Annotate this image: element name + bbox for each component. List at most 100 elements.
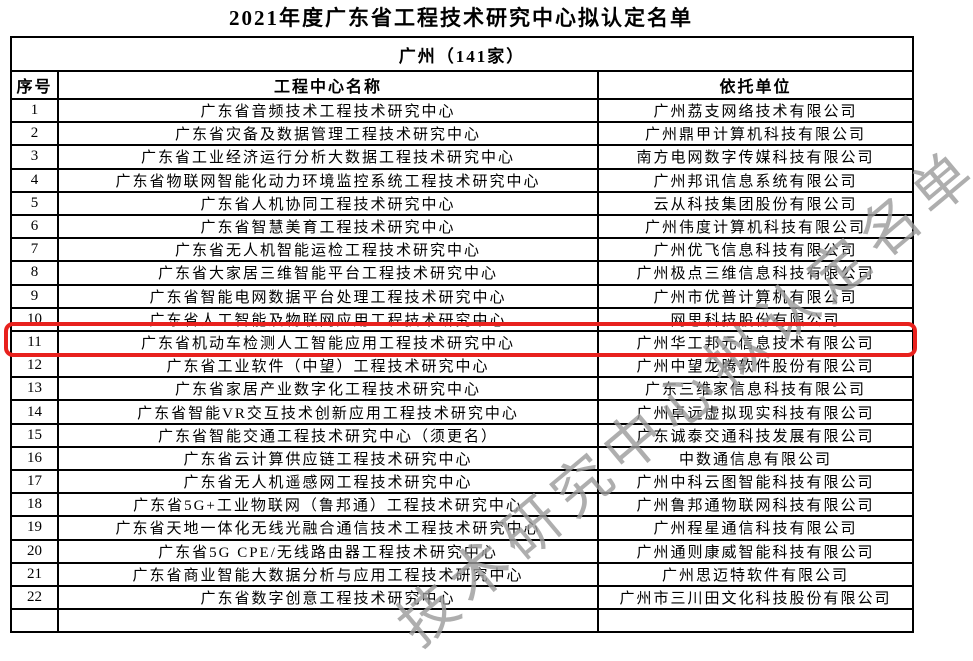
serial-cell: 17: [10, 468, 59, 495]
org-cell: 广州邦讯信息系统有限公司: [596, 167, 915, 193]
serial-cell: 9: [10, 283, 59, 309]
serial-cell: 21: [10, 561, 59, 587]
serial-cell: 18: [10, 492, 59, 518]
center-name-cell: 广东省数字创意工程技术研究中心: [57, 584, 599, 611]
org-cell: 广州鲁邦通物联网科技有限公司: [596, 492, 915, 518]
center-name-cell: 广东省工业经济运行分析大数据工程技术研究中心: [57, 144, 599, 170]
serial-cell: 4: [10, 167, 59, 193]
table-row: [10, 608, 915, 634]
serial-cell: 13: [10, 376, 59, 402]
serial-cell: 6: [10, 213, 59, 240]
table-row: 16 广东省云计算供应链工程技术研究中心 中数通信息有限公司: [10, 445, 915, 472]
center-name-cell: 广东省灾备及数据管理工程技术研究中心: [57, 121, 599, 147]
table-row: 1 广东省音频技术工程技术研究中心 广州荔支网络技术有限公司: [10, 97, 915, 124]
org-cell: 广州伟度计算机科技有限公司: [596, 213, 915, 240]
table-row: 12 广东省工业软件（中望）工程技术研究中心 广州中望龙腾软件股份有限公司: [10, 353, 915, 379]
serial-cell: 2: [10, 121, 59, 147]
org-cell: 云从科技集团股份有限公司: [596, 190, 915, 216]
table-row: 20 广东省5G CPE/无线路由器工程技术研究中心 广州通则康威智能科技有限公…: [10, 538, 915, 564]
center-name-cell: 广东省机动车检测人工智能应用工程技术研究中心: [57, 329, 599, 356]
center-name-cell: 广东省人工智能及物联网应用工程技术研究中心: [57, 306, 599, 332]
table-row: 3 广东省工业经济运行分析大数据工程技术研究中心 南方电网数字传媒科技有限公司: [10, 144, 915, 170]
serial-cell: 11: [10, 329, 59, 356]
serial-cell: 3: [10, 144, 59, 170]
table-body: 广州（141家） 序号 工程中心名称 依托单位 1 广东省音频技术工程技术研究中…: [9, 36, 915, 634]
column-header-center: 工程中心名称: [57, 70, 599, 100]
table-row: 11 广东省机动车检测人工智能应用工程技术研究中心 广州华工邦元信息技术有限公司: [10, 329, 915, 356]
org-cell: 广州市三川田文化科技股份有限公司: [596, 584, 915, 611]
serial-cell: 19: [10, 515, 59, 541]
table-row: 5 广东省人机协同工程技术研究中心 云从科技集团股份有限公司: [10, 190, 915, 216]
serial-cell: 1: [10, 97, 59, 124]
table-row: 9 广东省智能电网数据平台处理工程技术研究中心 广州市优普计算机有限公司: [10, 283, 915, 309]
table-row: 8 广东省大家居三维智能平台工程技术研究中心 广州极点三维信息科技有限公司: [10, 260, 915, 286]
center-name-cell: 广东省无人机遥感网工程技术研究中心: [57, 468, 599, 495]
table-row: 19 广东省天地一体化无线光融合通信技术工程技术研究中心 广州程星通信科技有限公…: [10, 515, 915, 541]
center-name-cell: 广东省5G CPE/无线路由器工程技术研究中心: [57, 538, 599, 564]
center-name-cell: 广东省家居产业数字化工程技术研究中心: [57, 376, 599, 402]
table-row: 7 广东省无人机智能运检工程技术研究中心 广州优飞信息科技有限公司: [10, 237, 915, 263]
table-row: 13 广东省家居产业数字化工程技术研究中心 广东三维家信息科技有限公司: [10, 376, 915, 402]
org-cell: 南方电网数字传媒科技有限公司: [596, 144, 915, 170]
center-name-cell: 广东省智能VR交互技术创新应用工程技术研究中心: [57, 399, 599, 425]
serial-cell: 22: [10, 584, 59, 611]
column-header-row: 序号 工程中心名称 依托单位: [10, 70, 915, 100]
serial-cell: 5: [10, 190, 59, 216]
org-cell: 广州市优普计算机有限公司: [596, 283, 915, 309]
center-name-cell: 广东省智慧美育工程技术研究中心: [57, 213, 599, 240]
org-cell: 中数通信息有限公司: [596, 445, 915, 472]
column-header-serial: 序号: [10, 70, 59, 100]
table-row: 4 广东省物联网智能化动力环境监控系统工程技术研究中心 广州邦讯信息系统有限公司: [10, 167, 915, 193]
center-name-cell: 广东省天地一体化无线光融合通信技术工程技术研究中心: [57, 515, 599, 541]
serial-cell: 20: [10, 538, 59, 564]
table-row: 14 广东省智能VR交互技术创新应用工程技术研究中心 广州卓远虚拟现实科技有限公…: [10, 399, 915, 425]
org-cell: 广州鼎甲计算机科技有限公司: [596, 121, 915, 147]
serial-cell: 8: [10, 260, 59, 286]
center-name-cell: 广东省云计算供应链工程技术研究中心: [57, 445, 599, 472]
serial-cell: 10: [10, 306, 59, 332]
table-row: 21 广东省商业智能大数据分析与应用工程技术研究中心 广州思迈特软件有限公司: [10, 561, 915, 587]
org-cell: 广州思迈特软件有限公司: [596, 561, 915, 587]
org-cell: 网思科技股份有限公司: [596, 306, 915, 332]
group-header-row: 广州（141家）: [9, 36, 915, 72]
serial-cell: 16: [10, 445, 59, 472]
center-name-cell: 广东省工业软件（中望）工程技术研究中心: [57, 353, 599, 379]
page-title: 2021年度广东省工程技术研究中心拟认定名单: [229, 6, 693, 30]
table-row: 17 广东省无人机遥感网工程技术研究中心 广州中科云图智能科技有限公司: [10, 468, 915, 495]
org-cell: 广州优飞信息科技有限公司: [596, 237, 915, 263]
centers-table: 广州（141家） 序号 工程中心名称 依托单位 1 广东省音频技术工程技术研究中…: [9, 36, 915, 634]
serial-cell: [10, 608, 59, 634]
center-name-cell: 广东省智能交通工程技术研究中心（须更名）: [57, 422, 599, 448]
serial-cell: 7: [10, 237, 59, 263]
table-row: 2 广东省灾备及数据管理工程技术研究中心 广州鼎甲计算机科技有限公司: [10, 121, 915, 147]
center-name-cell: 广东省人机协同工程技术研究中心: [57, 190, 599, 216]
column-header-org: 依托单位: [596, 70, 915, 100]
table-row: 18 广东省5G+工业物联网（鲁邦通）工程技术研究中心 广州鲁邦通物联网科技有限…: [10, 492, 915, 518]
org-cell: 广州荔支网络技术有限公司: [596, 97, 915, 124]
org-cell: 广州华工邦元信息技术有限公司: [596, 329, 915, 356]
org-cell: 广州中望龙腾软件股份有限公司: [596, 353, 915, 379]
center-name-cell: [57, 608, 599, 634]
center-name-cell: 广东省商业智能大数据分析与应用工程技术研究中心: [57, 561, 599, 587]
center-name-cell: 广东省5G+工业物联网（鲁邦通）工程技术研究中心: [57, 492, 599, 518]
org-cell: 广州中科云图智能科技有限公司: [596, 468, 915, 495]
center-name-cell: 广东省物联网智能化动力环境监控系统工程技术研究中心: [57, 167, 599, 193]
serial-cell: 14: [10, 399, 59, 425]
org-cell: 广州极点三维信息科技有限公司: [596, 260, 915, 286]
table-row: 22 广东省数字创意工程技术研究中心 广州市三川田文化科技股份有限公司: [10, 584, 915, 611]
table-row: 6 广东省智慧美育工程技术研究中心 广州伟度计算机科技有限公司: [10, 213, 915, 240]
serial-cell: 15: [10, 422, 59, 448]
org-cell: 广州程星通信科技有限公司: [596, 515, 915, 541]
center-name-cell: 广东省智能电网数据平台处理工程技术研究中心: [57, 283, 599, 309]
org-cell: 广州通则康威智能科技有限公司: [596, 538, 915, 564]
table-row: 15 广东省智能交通工程技术研究中心（须更名） 广东诚泰交通科技发展有限公司: [10, 422, 915, 448]
org-cell: 广东三维家信息科技有限公司: [596, 376, 915, 402]
org-cell: 广东诚泰交通科技发展有限公司: [596, 422, 915, 448]
serial-cell: 12: [10, 353, 59, 379]
center-name-cell: 广东省无人机智能运检工程技术研究中心: [57, 237, 599, 263]
group-header-cell: 广州（141家）: [9, 36, 915, 72]
table-row: 10 广东省人工智能及物联网应用工程技术研究中心 网思科技股份有限公司: [10, 306, 915, 332]
center-name-cell: 广东省音频技术工程技术研究中心: [57, 97, 599, 124]
org-cell: [596, 608, 915, 634]
